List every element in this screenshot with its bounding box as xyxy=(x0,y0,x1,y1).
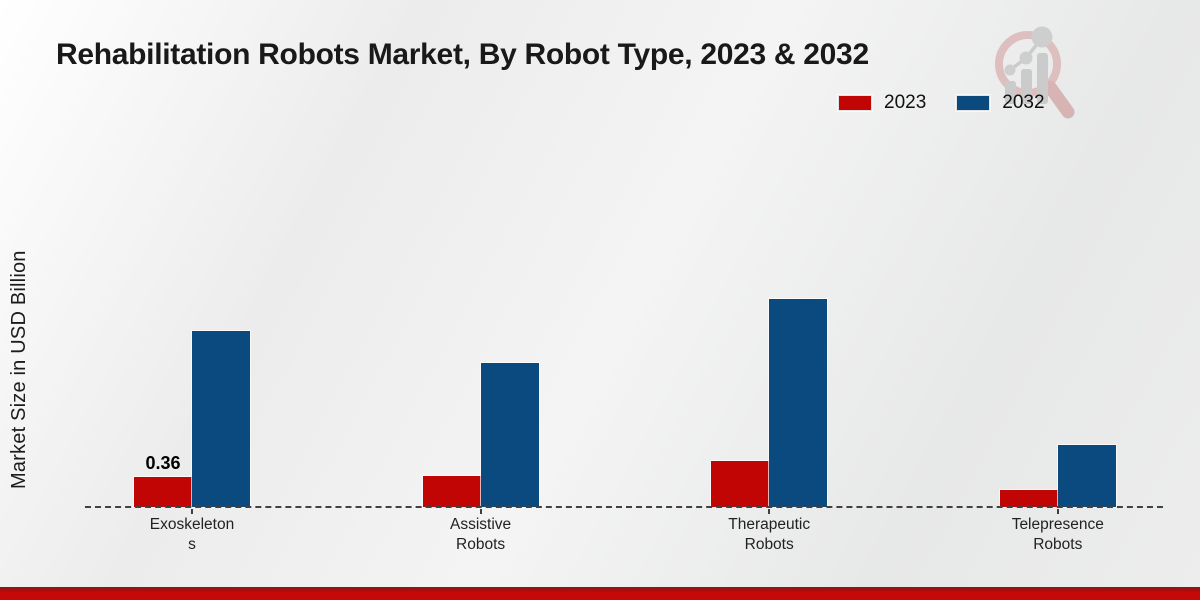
bar-2032-therapeutic-robots xyxy=(769,299,828,507)
bar-2023-assistive-robots xyxy=(422,476,481,507)
trend-dots-icon xyxy=(1004,26,1053,76)
bar-2032-telepresence-robots xyxy=(1057,445,1116,507)
chart-title: Rehabilitation Robots Market, By Robot T… xyxy=(56,38,869,71)
legend-item-2023: 2023 xyxy=(838,92,926,114)
axis-tick-telepresence-robots xyxy=(1056,509,1059,514)
bar-2023-therapeutic-robots xyxy=(711,461,770,507)
bar-2032-assistive-robots xyxy=(480,363,539,507)
bar-2032-exoskeletons xyxy=(192,331,250,507)
legend-swatch-2023 xyxy=(838,95,872,111)
legend-item-2032: 2032 xyxy=(956,92,1045,114)
footer-accent-bar xyxy=(0,587,1200,600)
axis-tick-assistive-robots xyxy=(479,509,482,514)
growth-bars-icon xyxy=(1005,53,1048,104)
category-label-telepresence-robots: Telepresence Robots xyxy=(1011,516,1104,553)
bar-2023-telepresence-robots xyxy=(999,490,1058,507)
category-label-assistive-robots: Assistive Robots xyxy=(450,516,512,553)
legend-label-2032: 2032 xyxy=(1002,92,1045,113)
magnifier-handle-icon xyxy=(1043,80,1075,119)
legend-label-2023: 2023 xyxy=(884,92,927,113)
growth-magnifier-logo xyxy=(995,26,1075,119)
value-label-2023-exoskeletons: 0.36 xyxy=(145,453,181,473)
legend-swatch-2032 xyxy=(956,95,991,111)
legend: 2023 2032 xyxy=(838,92,1045,114)
x-axis-baseline xyxy=(85,506,1163,508)
bar-2023-exoskeletons xyxy=(134,477,192,507)
axis-tick-exoskeletons xyxy=(191,509,193,514)
axis-tick-therapeutic-robots xyxy=(768,509,771,514)
category-label-therapeutic-robots: Therapeutic Robots xyxy=(728,516,811,553)
category-label-exoskeletons: Exoskeleton s xyxy=(149,516,235,553)
